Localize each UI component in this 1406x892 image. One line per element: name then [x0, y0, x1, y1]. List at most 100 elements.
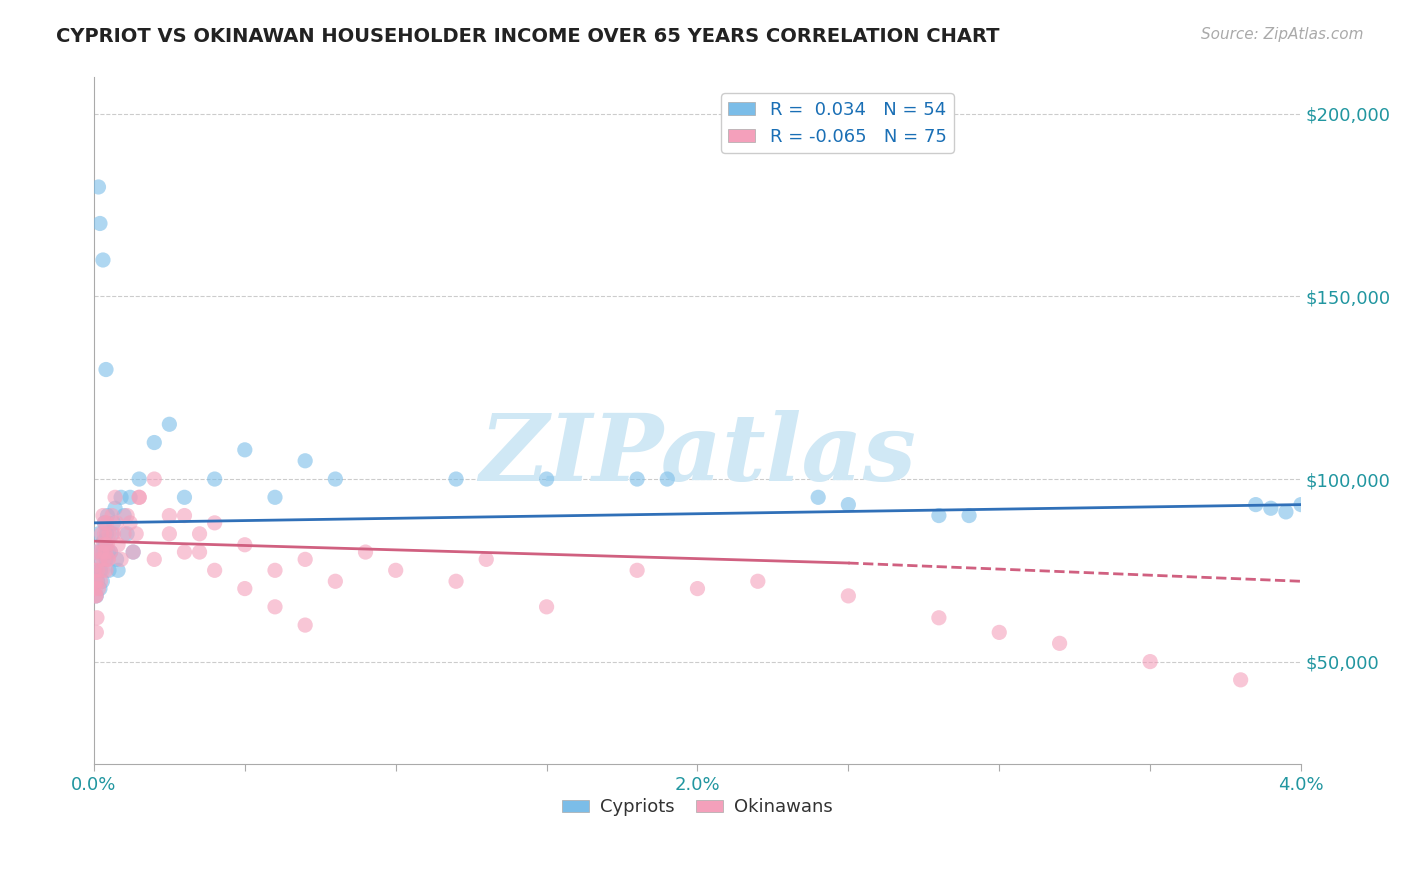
Point	[143, 435, 166, 450]
Point	[110, 491, 132, 505]
Point	[143, 552, 166, 566]
Point	[96, 526, 118, 541]
Point	[536, 472, 558, 486]
Point	[91, 508, 114, 523]
Point	[128, 472, 150, 486]
Point	[475, 552, 498, 566]
Point	[204, 563, 226, 577]
Point	[86, 574, 108, 589]
Point	[86, 625, 108, 640]
Point	[122, 545, 145, 559]
Point	[104, 501, 127, 516]
Point	[686, 582, 709, 596]
Point	[120, 491, 142, 505]
Point	[96, 552, 118, 566]
Point	[173, 508, 195, 523]
Point	[807, 491, 830, 505]
Point	[94, 538, 117, 552]
Point	[93, 526, 115, 541]
Point	[94, 538, 117, 552]
Point	[87, 180, 110, 194]
Point	[115, 526, 138, 541]
Point	[100, 545, 122, 559]
Point	[120, 516, 142, 530]
Point	[657, 472, 679, 486]
Point	[84, 589, 107, 603]
Point	[86, 545, 108, 559]
Point	[89, 582, 111, 596]
Point	[957, 508, 980, 523]
Point	[84, 563, 107, 577]
Point	[107, 563, 129, 577]
Point	[96, 516, 118, 530]
Point	[86, 611, 108, 625]
Point	[115, 508, 138, 523]
Point	[294, 618, 316, 632]
Point	[84, 589, 107, 603]
Point	[444, 472, 467, 486]
Point	[626, 472, 648, 486]
Point	[294, 552, 316, 566]
Point	[444, 574, 467, 589]
Point	[105, 552, 128, 566]
Point	[93, 516, 115, 530]
Point	[988, 625, 1011, 640]
Point	[91, 563, 114, 577]
Text: CYPRIOT VS OKINAWAN HOUSEHOLDER INCOME OVER 65 YEARS CORRELATION CHART: CYPRIOT VS OKINAWAN HOUSEHOLDER INCOME O…	[56, 27, 1000, 45]
Point	[90, 545, 112, 559]
Point	[84, 574, 107, 589]
Point	[233, 442, 256, 457]
Point	[86, 574, 108, 589]
Point	[104, 491, 127, 505]
Point	[93, 552, 115, 566]
Point	[157, 508, 180, 523]
Point	[204, 516, 226, 530]
Point	[110, 552, 132, 566]
Point	[96, 508, 118, 523]
Point	[90, 563, 112, 577]
Point	[157, 526, 180, 541]
Point	[837, 498, 859, 512]
Point	[1139, 655, 1161, 669]
Point	[1229, 673, 1251, 687]
Point	[90, 552, 112, 566]
Point	[325, 574, 347, 589]
Point	[188, 526, 211, 541]
Point	[928, 508, 950, 523]
Point	[89, 217, 111, 231]
Point	[264, 599, 287, 614]
Point	[173, 545, 195, 559]
Point	[928, 611, 950, 625]
Point	[87, 526, 110, 541]
Point	[384, 563, 406, 577]
Point	[125, 526, 148, 541]
Point	[264, 491, 287, 505]
Point	[204, 472, 226, 486]
Point	[91, 538, 114, 552]
Point	[84, 582, 107, 596]
Point	[94, 563, 117, 577]
Point	[112, 526, 135, 541]
Point	[105, 516, 128, 530]
Point	[86, 563, 108, 577]
Point	[97, 545, 120, 559]
Point	[173, 491, 195, 505]
Point	[157, 417, 180, 432]
Point	[101, 526, 124, 541]
Point	[87, 582, 110, 596]
Point	[1289, 498, 1312, 512]
Point	[122, 545, 145, 559]
Point	[188, 545, 211, 559]
Text: Source: ZipAtlas.com: Source: ZipAtlas.com	[1201, 27, 1364, 42]
Point	[233, 582, 256, 596]
Legend: Cypriots, Okinawans: Cypriots, Okinawans	[555, 791, 841, 823]
Point	[128, 491, 150, 505]
Point	[103, 516, 125, 530]
Point	[100, 545, 122, 559]
Point	[143, 472, 166, 486]
Point	[91, 574, 114, 589]
Point	[93, 516, 115, 530]
Point	[626, 563, 648, 577]
Point	[233, 538, 256, 552]
Point	[112, 508, 135, 523]
